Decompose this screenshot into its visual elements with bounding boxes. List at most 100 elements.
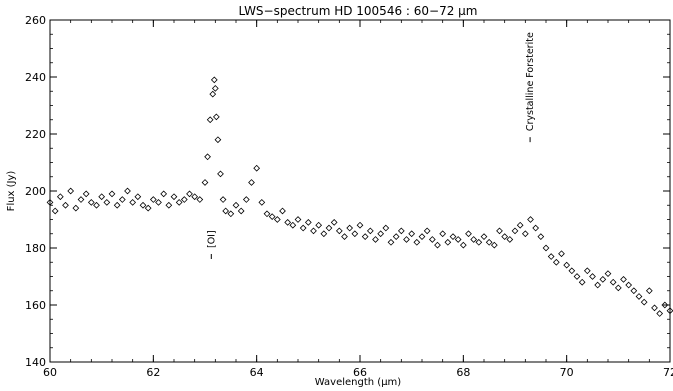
x-tick-label: 66 (353, 366, 367, 379)
data-point (253, 164, 261, 172)
data-point (180, 196, 188, 203)
data-point (630, 287, 638, 295)
data-point (77, 196, 85, 203)
data-point (485, 238, 493, 246)
data-point (439, 230, 447, 238)
data-point (103, 199, 111, 206)
data-point (263, 210, 271, 218)
data-point (413, 238, 421, 246)
data-point (661, 301, 669, 309)
data-point (475, 238, 483, 246)
annotations: [OI] Crystalline Forsterite (206, 32, 536, 259)
data-point (113, 201, 121, 209)
data-point (227, 210, 235, 218)
y-tick-label: 260 (25, 14, 46, 27)
data-point (645, 287, 653, 295)
chart-title: LWS−spectrum HD 100546 : 60−72 μm (238, 4, 477, 18)
data-point (465, 230, 472, 238)
data-point (397, 227, 405, 235)
data-point (213, 113, 220, 121)
data-point (516, 221, 524, 229)
data-point (444, 238, 452, 246)
data-point (62, 201, 69, 209)
data-point (87, 199, 95, 206)
data-point (470, 236, 478, 243)
data-point (222, 207, 230, 215)
data-point (480, 233, 488, 240)
y-tick-label: 240 (25, 71, 46, 84)
forsterite-annotation: Crystalline Forsterite (525, 32, 536, 131)
data-point (108, 190, 116, 198)
data-point (93, 201, 100, 209)
data-point (454, 236, 462, 243)
y-tick-label: 180 (25, 242, 46, 255)
data-point (273, 216, 281, 223)
data-point (320, 230, 328, 238)
data-point (139, 201, 147, 209)
data-point (204, 153, 211, 161)
data-point (537, 233, 545, 240)
y-tick-label: 160 (25, 299, 46, 312)
x-tick-label: 60 (43, 366, 57, 379)
data-point (403, 236, 410, 243)
data-point (625, 281, 633, 289)
data-point (656, 310, 664, 317)
data-point (217, 170, 224, 178)
data-point (614, 284, 622, 292)
data-point (635, 293, 643, 300)
data-point (258, 199, 266, 206)
data-point (310, 227, 317, 235)
data-point (289, 221, 297, 229)
data-point (315, 221, 323, 229)
data-point (129, 199, 137, 206)
y-tick-label: 220 (25, 128, 46, 141)
data-point (294, 216, 302, 223)
data-point (547, 253, 555, 260)
data-point (186, 190, 193, 198)
data-point (387, 238, 395, 246)
data-point (160, 190, 168, 198)
data-point (527, 216, 534, 223)
data-point (56, 193, 64, 201)
data-point (149, 196, 157, 203)
data-point (330, 218, 338, 226)
data-point (51, 207, 59, 215)
x-tick-label: 72 (663, 366, 673, 379)
data-point (532, 224, 540, 232)
oi-line-annotation: [OI] (206, 230, 217, 248)
data-point (165, 201, 173, 209)
data-point (201, 179, 209, 186)
data-point (356, 221, 364, 229)
data-point (620, 275, 627, 283)
data-point (325, 224, 333, 232)
data-point (418, 233, 426, 240)
data-point (219, 196, 227, 203)
data-point (170, 193, 178, 201)
data-point (67, 187, 75, 195)
data-point (449, 233, 457, 240)
data-point (651, 304, 658, 312)
data-point (568, 267, 576, 275)
data-point (666, 307, 673, 315)
data-point (640, 298, 648, 306)
data-point (408, 230, 416, 238)
data-point (501, 233, 509, 240)
data-point (558, 250, 565, 258)
data-points (46, 76, 673, 317)
data-point (583, 267, 591, 275)
x-axis-label: Wavelength (μm) (315, 377, 402, 388)
data-point (563, 261, 571, 269)
data-point (82, 190, 90, 198)
data-point (209, 90, 217, 98)
data-point (304, 218, 312, 226)
data-point (351, 230, 359, 238)
data-point (232, 201, 240, 209)
data-point (589, 273, 596, 280)
data-point (206, 116, 214, 124)
x-tick-label: 68 (456, 366, 470, 379)
data-point (361, 233, 369, 240)
data-point (392, 233, 400, 240)
data-point (542, 244, 550, 252)
